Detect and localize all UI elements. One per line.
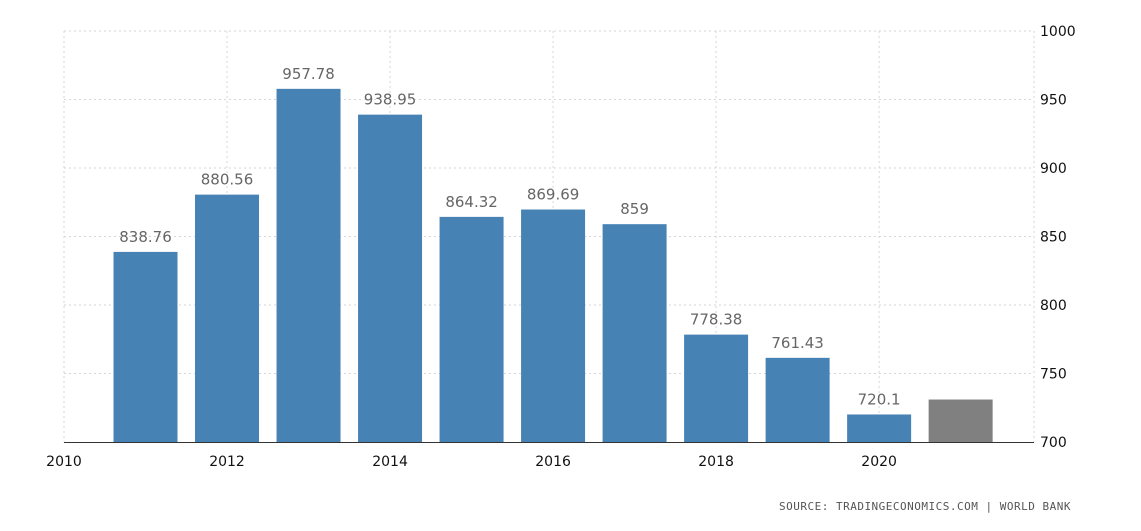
- data-label-2019: 761.43: [771, 334, 824, 352]
- y-tick-label-900: 900: [1040, 161, 1067, 177]
- y-tick-label-950: 950: [1040, 93, 1067, 109]
- data-label-2015: 864.32: [445, 193, 498, 211]
- x-tick-label-2016: 2016: [535, 454, 571, 470]
- y-tick-label-1000: 1000: [1040, 24, 1076, 40]
- bars: [113, 88, 993, 443]
- bar-2011: [113, 251, 178, 442]
- x-tick-label-2014: 2014: [372, 454, 408, 470]
- data-label-2014: 938.95: [364, 91, 417, 109]
- bar-2014: [358, 114, 423, 443]
- data-label-2016: 869.69: [527, 186, 580, 204]
- data-label-2017: 859: [620, 200, 649, 218]
- bar-2020: [847, 414, 912, 442]
- data-label-2020: 720.1: [858, 390, 901, 408]
- bar-2015: [439, 216, 504, 442]
- data-label-2012: 880.56: [201, 171, 254, 189]
- y-tick-label-750: 750: [1040, 367, 1067, 383]
- x-tick-label-2018: 2018: [698, 454, 734, 470]
- bar-2018: [684, 334, 749, 442]
- bar-2012: [195, 194, 260, 442]
- x-tick-label-2012: 2012: [209, 454, 245, 470]
- x-tick-label-2010: 2010: [46, 454, 82, 470]
- bar-2017: [602, 224, 667, 442]
- data-label-2011: 838.76: [119, 228, 172, 246]
- bar-2016: [521, 209, 586, 442]
- axes: 700 750 800 850 900 950 1000 2010 2012 2014 2016 20…: [46, 24, 1075, 470]
- data-labels: 838.76 880.56 957.78 938.95 864.32 869.69 859 7…: [119, 65, 900, 409]
- y-tick-label-800: 800: [1040, 298, 1067, 314]
- y-tick-label-700: 700: [1040, 435, 1067, 451]
- y-tick-label-850: 850: [1040, 230, 1067, 246]
- data-label-2013: 957.78: [282, 65, 335, 83]
- data-label-2018: 778.38: [690, 311, 743, 329]
- source-note: SOURCE: TRADINGECONOMICS.COM | WORLD BAN…: [778, 500, 1071, 513]
- bar-2013: [276, 88, 341, 442]
- x-tick-label-2020: 2020: [861, 454, 897, 470]
- bar-2019: [765, 357, 830, 442]
- bar-2021: [928, 399, 993, 442]
